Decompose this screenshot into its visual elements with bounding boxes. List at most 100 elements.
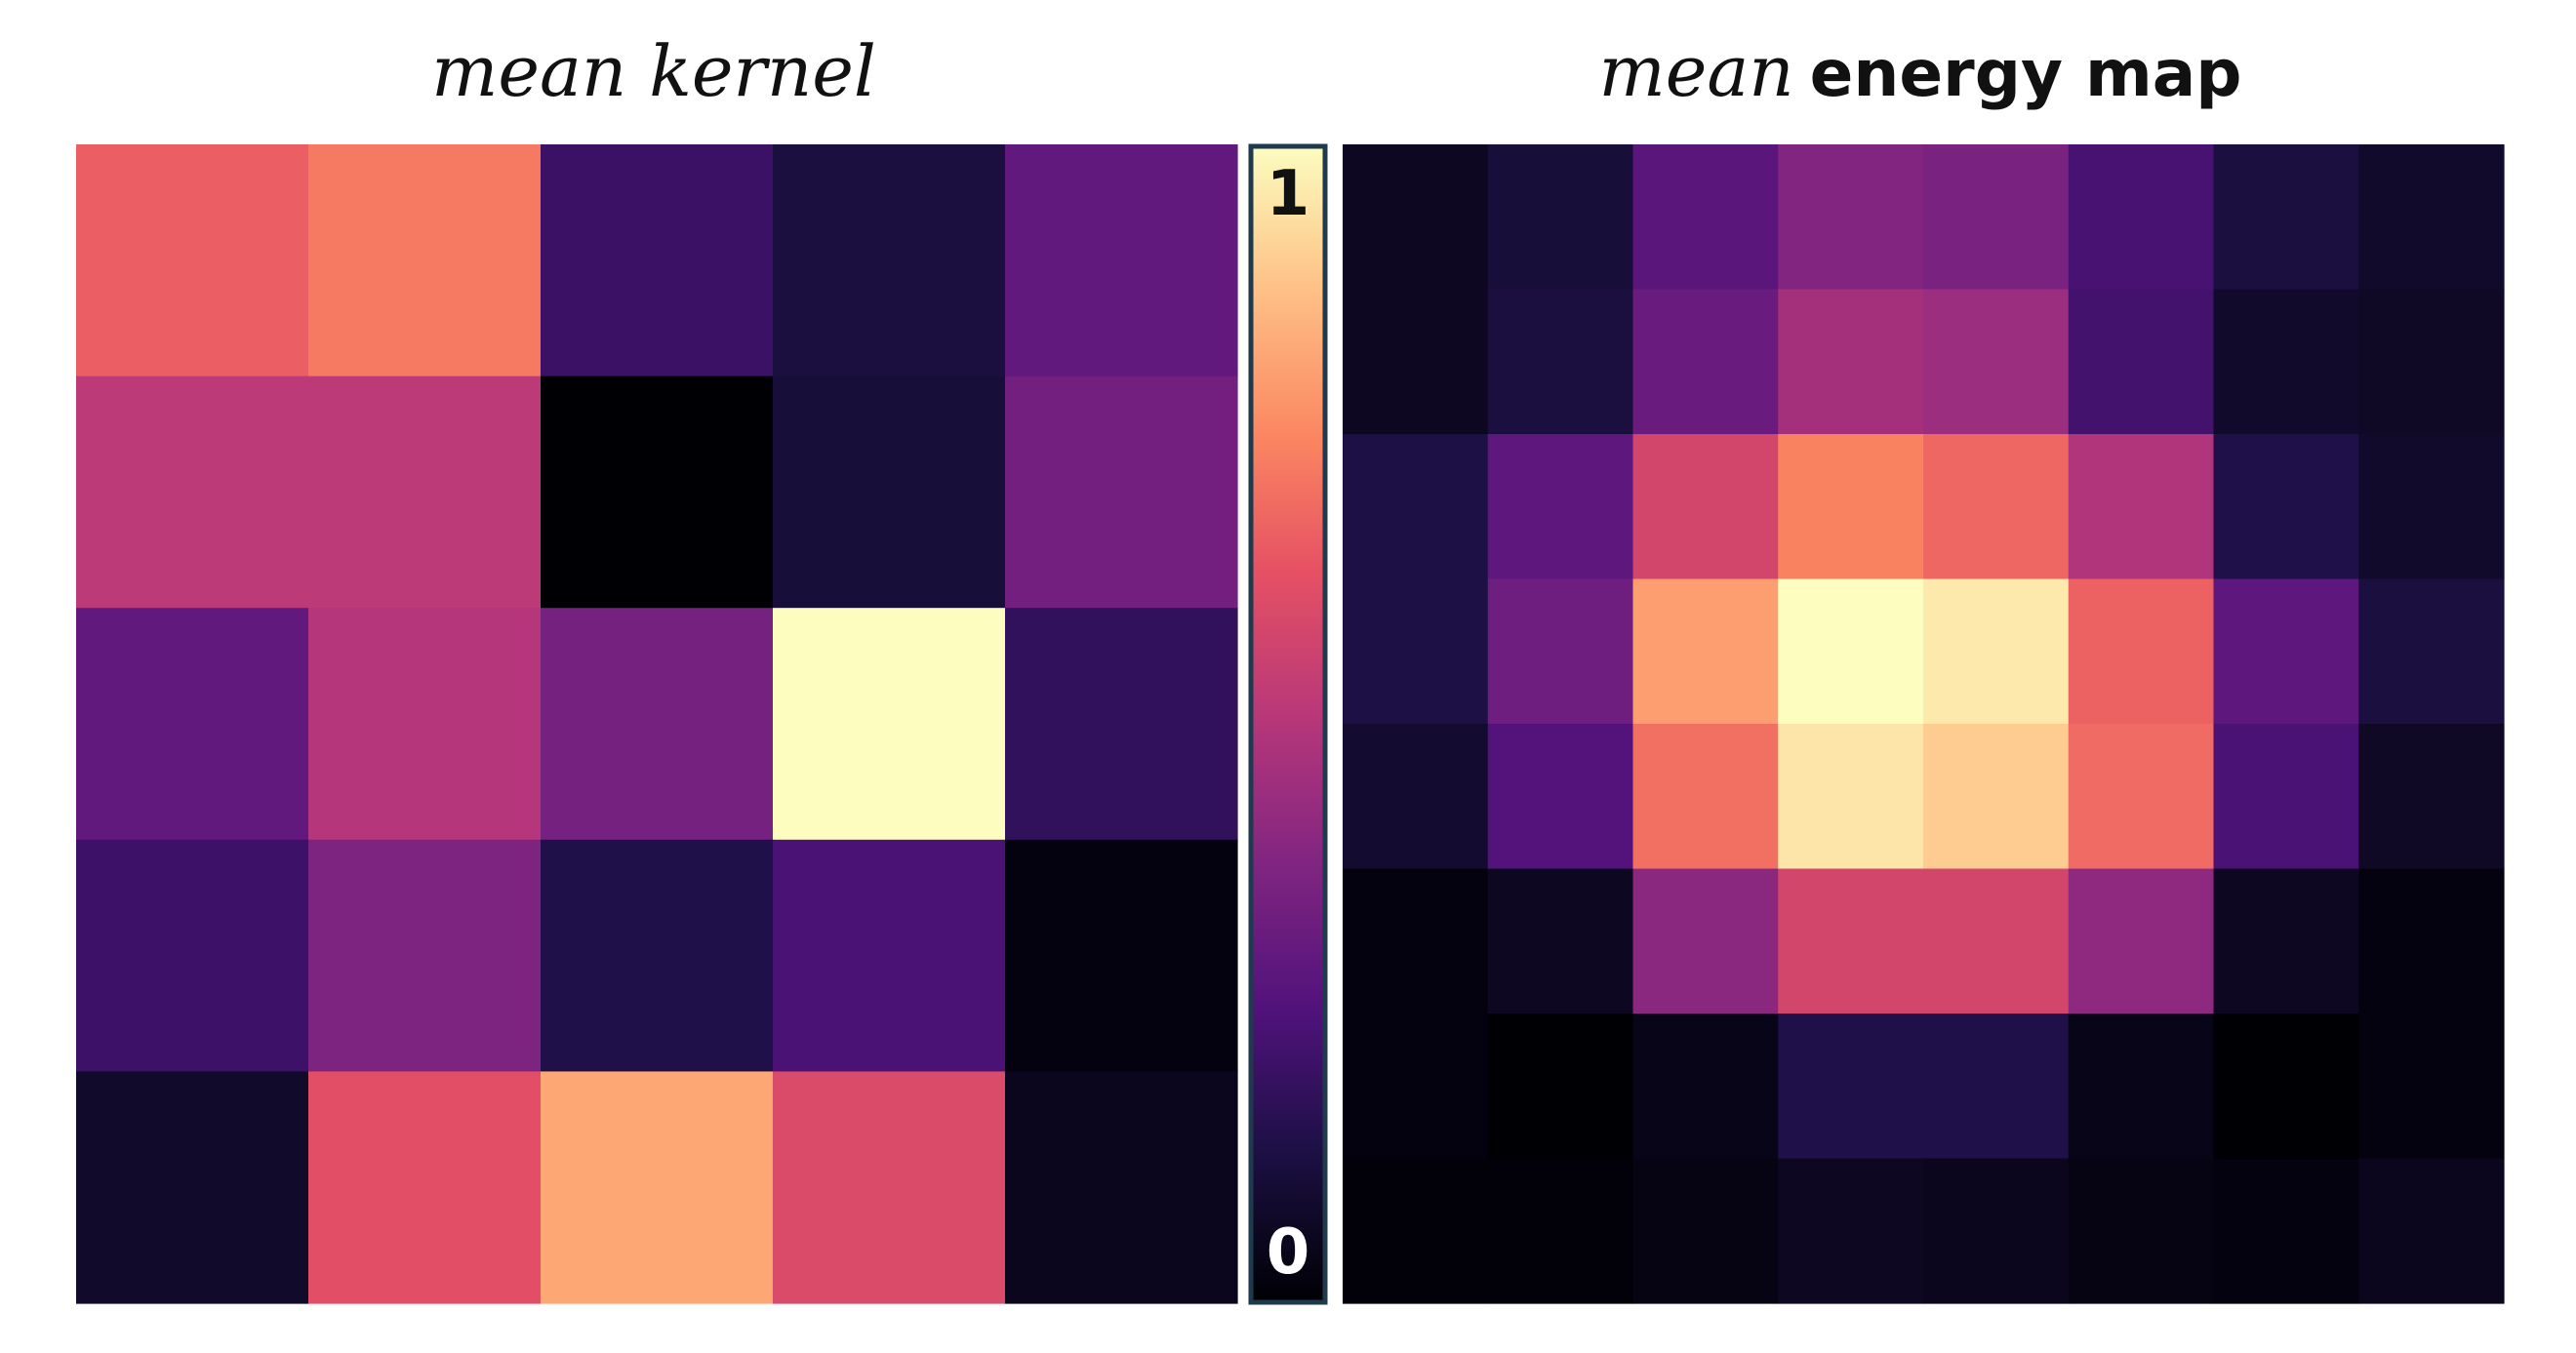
energy-cell-r2-c4 (1923, 434, 2070, 580)
energy-cell-r7-c0 (1343, 1158, 1489, 1304)
kernel-title: mean kernel (431, 30, 876, 112)
energy-cell-r3-c4 (1923, 578, 2070, 725)
energy-cell-r0-c4 (1923, 144, 2070, 291)
energy-cell-r2-c1 (1487, 434, 1634, 580)
energy-cell-r2-c2 (1632, 434, 1779, 580)
energy-cell-r0-c3 (1778, 144, 1924, 291)
kernel-cell-r0-c4 (1005, 144, 1238, 378)
energy-cell-r7-c6 (2213, 1158, 2359, 1304)
kernel-cell-r1-c2 (541, 376, 774, 609)
energy-cell-r6-c2 (1632, 1014, 1779, 1160)
energy-cell-r6-c7 (2358, 1014, 2505, 1160)
kernel-cell-r1-c1 (308, 376, 542, 609)
energy-cell-r3-c5 (2068, 578, 2215, 725)
energy-cell-r4-c6 (2213, 724, 2359, 870)
energy-cell-r2-c5 (2068, 434, 2215, 580)
energy-cell-r1-c3 (1778, 289, 1924, 435)
energy-cell-r3-c3 (1778, 578, 1924, 725)
kernel-cell-r0-c2 (541, 144, 774, 378)
energy-cell-r0-c1 (1487, 144, 1634, 291)
kernel-cell-r3-c4 (1005, 839, 1238, 1072)
kernel-cell-r1-c4 (1005, 376, 1238, 609)
kernel-cell-r2-c0 (76, 608, 309, 841)
energy-cell-r4-c5 (2068, 724, 2215, 870)
energy-cell-r7-c4 (1923, 1158, 2070, 1304)
energy-cell-r7-c1 (1487, 1158, 1634, 1304)
energy-cell-r1-c7 (2358, 289, 2505, 435)
energy-title-bold: energy map (1810, 36, 2242, 111)
energy-cell-r6-c4 (1923, 1014, 2070, 1160)
kernel-cell-r4-c1 (308, 1071, 542, 1304)
energy-cell-r1-c1 (1487, 289, 1634, 435)
colorbar: 1 0 (1248, 143, 1328, 1305)
kernel-cell-r3-c1 (308, 839, 542, 1072)
kernel-cell-r0-c0 (76, 144, 309, 378)
energy-cell-r2-c7 (2358, 434, 2505, 580)
kernel-cell-r2-c2 (541, 608, 774, 841)
kernel-cell-r1-c0 (76, 376, 309, 609)
energy-cell-r1-c4 (1923, 289, 2070, 435)
energy-cell-r5-c2 (1632, 868, 1779, 1015)
energy-cell-r0-c2 (1632, 144, 1779, 291)
kernel-cell-r2-c1 (308, 608, 542, 841)
kernel-cell-r4-c4 (1005, 1071, 1238, 1304)
energy-cell-r3-c6 (2213, 578, 2359, 725)
energy-title: mean energy map (1598, 30, 2241, 112)
kernel-cell-r0-c1 (308, 144, 542, 378)
energy-cell-r2-c6 (2213, 434, 2359, 580)
energy-cell-r6-c0 (1343, 1014, 1489, 1160)
energy-cell-r6-c5 (2068, 1014, 2215, 1160)
energy-cell-r6-c6 (2213, 1014, 2359, 1160)
energy-heatmap (1343, 144, 2505, 1304)
energy-cell-r5-c6 (2213, 868, 2359, 1015)
colorbar-max-label: 1 (1267, 158, 1310, 230)
kernel-cell-r4-c0 (76, 1071, 309, 1304)
energy-cell-r4-c2 (1632, 724, 1779, 870)
energy-cell-r4-c7 (2358, 724, 2505, 870)
kernel-cell-r0-c3 (773, 144, 1006, 378)
energy-cell-r5-c1 (1487, 868, 1634, 1015)
kernel-cell-r1-c3 (773, 376, 1006, 609)
energy-title-italic: mean (1598, 30, 1793, 112)
energy-cell-r5-c0 (1343, 868, 1489, 1015)
energy-cell-r1-c6 (2213, 289, 2359, 435)
energy-cell-r6-c3 (1778, 1014, 1924, 1160)
energy-cell-r7-c3 (1778, 1158, 1924, 1304)
energy-cell-r5-c5 (2068, 868, 2215, 1015)
energy-cell-r0-c6 (2213, 144, 2359, 291)
kernel-heatmap (76, 144, 1238, 1304)
energy-cell-r3-c7 (2358, 578, 2505, 725)
energy-cell-r1-c0 (1343, 289, 1489, 435)
energy-cell-r0-c5 (2068, 144, 2215, 291)
energy-cell-r4-c0 (1343, 724, 1489, 870)
energy-cell-r0-c7 (2358, 144, 2505, 291)
kernel-cell-r4-c2 (541, 1071, 774, 1304)
energy-cell-r0-c0 (1343, 144, 1489, 291)
energy-cell-r3-c1 (1487, 578, 1634, 725)
energy-cell-r3-c0 (1343, 578, 1489, 725)
colorbar-gradient (1251, 146, 1325, 1302)
energy-cell-r7-c5 (2068, 1158, 2215, 1304)
kernel-cell-r2-c4 (1005, 608, 1238, 841)
energy-cell-r4-c1 (1487, 724, 1634, 870)
energy-cell-r2-c3 (1778, 434, 1924, 580)
kernel-cell-r2-c3 (773, 608, 1006, 841)
kernel-cell-r3-c2 (541, 839, 774, 1072)
energy-cell-r7-c7 (2358, 1158, 2505, 1304)
energy-cell-r1-c2 (1632, 289, 1779, 435)
colorbar-min-label: 0 (1267, 1216, 1310, 1289)
energy-cell-r1-c5 (2068, 289, 2215, 435)
energy-cell-r2-c0 (1343, 434, 1489, 580)
energy-cell-r3-c2 (1632, 578, 1779, 725)
energy-cell-r6-c1 (1487, 1014, 1634, 1160)
kernel-cell-r3-c3 (773, 839, 1006, 1072)
energy-cell-r4-c4 (1923, 724, 2070, 870)
kernel-cell-r4-c3 (773, 1071, 1006, 1304)
colorbar-frame (1248, 143, 1328, 1305)
energy-cell-r5-c4 (1923, 868, 2070, 1015)
energy-cell-r5-c3 (1778, 868, 1924, 1015)
energy-cell-r5-c7 (2358, 868, 2505, 1015)
energy-cell-r4-c3 (1778, 724, 1924, 870)
kernel-cell-r3-c0 (76, 839, 309, 1072)
